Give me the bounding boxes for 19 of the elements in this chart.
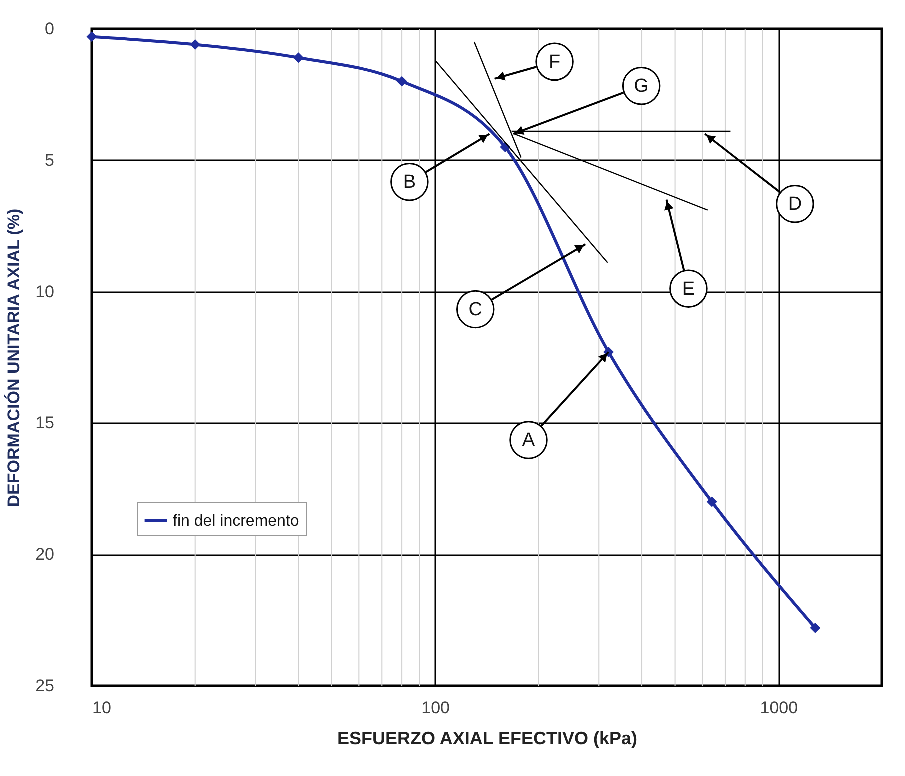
x-tick-label: 100 bbox=[422, 698, 450, 718]
annotation: E bbox=[682, 278, 696, 300]
annotation: C bbox=[468, 299, 482, 320]
legend-label: fin del incremento bbox=[173, 513, 300, 530]
x-tick-label: 1000 bbox=[760, 698, 798, 718]
y-tick-label: 20 bbox=[36, 545, 54, 564]
y-tick-label: 25 bbox=[36, 676, 54, 696]
annotation: F bbox=[548, 52, 561, 73]
y-tick-label: 10 bbox=[36, 282, 54, 302]
annotation: G bbox=[634, 76, 649, 98]
annotation: A bbox=[522, 430, 536, 452]
x-axis-title: ESFUERZO AXIAL EFECTIVO (kPa) bbox=[337, 728, 638, 748]
y-tick-label: 5 bbox=[45, 150, 54, 170]
y-tick-label: 0 bbox=[45, 20, 54, 38]
annotation: B bbox=[403, 172, 416, 194]
annotation: D bbox=[788, 194, 802, 216]
y-tick-label: 15 bbox=[36, 414, 54, 433]
y-axis-title: DEFORMACIÓN UNITARIA AXIAL (%) bbox=[4, 208, 24, 508]
x-tick-label: 10 bbox=[92, 698, 112, 718]
